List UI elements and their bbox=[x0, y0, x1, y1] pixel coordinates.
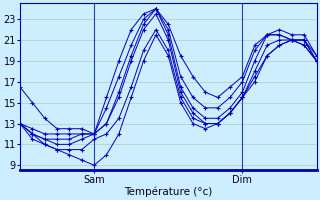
X-axis label: Température (°c): Température (°c) bbox=[124, 186, 212, 197]
